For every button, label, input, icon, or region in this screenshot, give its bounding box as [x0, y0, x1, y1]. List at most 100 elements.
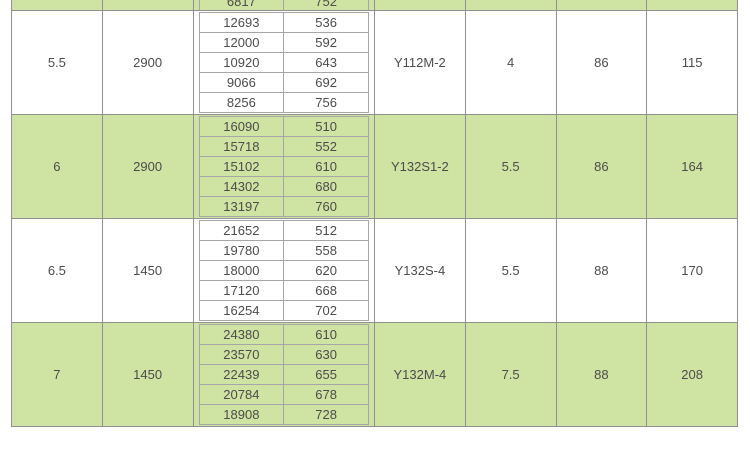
cell-pressure-value: 510: [283, 116, 369, 137]
cell-flow-value: 6817: [198, 0, 285, 10]
cell-motor-model: Y132M-4: [374, 322, 466, 427]
cell-flow-value: 18908: [198, 404, 285, 425]
subtable-row: 10920 643: [198, 52, 369, 73]
cell-pressure-value: 728: [283, 404, 369, 425]
cell-col7: 86: [555, 114, 648, 219]
cell-flow-value: 17120: [198, 280, 285, 301]
subtable-row: 23570 630: [198, 344, 369, 365]
cell-flow-pressure-group: 6817 752: [192, 0, 375, 11]
cell-pressure-value: 630: [283, 344, 369, 365]
cell-power: 4: [464, 10, 557, 115]
cell-pressure-value: 678: [283, 384, 369, 405]
cell-model-no: 6: [11, 114, 103, 219]
subtable-row: 20784 678: [198, 384, 369, 405]
cell-motor-model: Y132S-4: [374, 218, 466, 323]
cell-pressure-value: 643: [283, 52, 369, 73]
cell-power: 5.5: [464, 114, 557, 219]
subtable-row: 15102 610: [198, 156, 369, 177]
cell-pressure-value: 592: [283, 32, 369, 53]
cell-flow-value: 9066: [198, 72, 285, 93]
cell-speed: 2900: [101, 114, 194, 219]
table-row: 6.5 1450 21652 512 19780 558 180: [11, 218, 738, 323]
subtable-row: 8256 756: [198, 92, 369, 113]
cell-weight: 170: [646, 218, 738, 323]
cell-motor-model: [374, 0, 466, 11]
cell-speed: 1450: [101, 322, 194, 427]
cell-flow-pressure-group: 12693 536 12000 592 10920 643 9066: [192, 10, 375, 115]
cell-flow-value: 22439: [198, 364, 285, 385]
flow-pressure-subtable: 16090 510 15718 552 15102 610 14302: [198, 116, 370, 217]
cell-flow-value: 12000: [198, 32, 285, 53]
cell-pressure-value: 756: [283, 92, 369, 113]
flow-pressure-subtable: 21652 512 19780 558 18000 620 17120: [198, 220, 370, 321]
cell-model-no: 5.5: [11, 10, 103, 115]
partial-clip: 6817 752: [194, 0, 374, 10]
cell-model-no: 7: [11, 322, 103, 427]
cell-flow-pressure-group: 24380 610 23570 630 22439 655 20784: [192, 322, 375, 427]
cell-pressure-value: 752: [283, 0, 369, 10]
table-row: 6 2900 16090 510 15718 552 15102: [11, 114, 738, 219]
cell-pressure-value: 668: [283, 280, 369, 301]
cell-flow-value: 8256: [198, 92, 285, 113]
flow-pressure-subtable: 24380 610 23570 630 22439 655 20784: [198, 324, 370, 425]
cell-flow-pressure-group: 16090 510 15718 552 15102 610 14302: [192, 114, 375, 219]
cell-weight: 164: [646, 114, 738, 219]
cell-motor-model: Y112M-2: [374, 10, 466, 115]
cell-pressure-value: 680: [283, 176, 369, 197]
cell-flow-value: 13197: [198, 196, 285, 217]
cell-flow-value: 15718: [198, 136, 285, 157]
flow-pressure-subtable: 12693 536 12000 592 10920 643 9066: [198, 12, 370, 113]
spec-table-wrap: 6817 752 5.5 2900 1: [11, 0, 738, 427]
cell-pressure-value: 610: [283, 324, 369, 345]
cell-pressure-value: 558: [283, 240, 369, 261]
subtable-row: 16090 510: [198, 116, 369, 137]
cell-flow-value: 20784: [198, 384, 285, 405]
cell-flow-value: 23570: [198, 344, 285, 365]
cell-model-no: [11, 0, 103, 11]
cell-power: 7.5: [464, 322, 557, 427]
cell-flow-value: 14302: [198, 176, 285, 197]
subtable-row: 15718 552: [198, 136, 369, 157]
cell-flow-value: 16254: [198, 300, 285, 321]
cell-col7: [555, 0, 648, 11]
cell-pressure-value: 552: [283, 136, 369, 157]
subtable-row: 12693 536: [198, 12, 369, 33]
subtable-row: 13197 760: [198, 196, 369, 217]
cell-flow-pressure-group: 21652 512 19780 558 18000 620 17120: [192, 218, 375, 323]
cell-pressure-value: 610: [283, 156, 369, 177]
cell-weight: 208: [646, 322, 738, 427]
table-row: 7 1450 24380 610 23570 630 22439: [11, 322, 738, 427]
cell-flow-value: 21652: [198, 220, 285, 241]
cell-col7: 88: [555, 322, 648, 427]
cell-model-no: 6.5: [11, 218, 103, 323]
subtable-row: 24380 610: [198, 324, 369, 345]
subtable-row: 6817 752: [198, 0, 369, 10]
cell-pressure-value: 702: [283, 300, 369, 321]
subtable-row: 22439 655: [198, 364, 369, 385]
cell-pressure-value: 760: [283, 196, 369, 217]
flow-pressure-subtable: 6817 752: [198, 0, 370, 10]
cell-power: 5.5: [464, 218, 557, 323]
cell-speed: 2900: [101, 10, 194, 115]
subtable-row: 18908 728: [198, 404, 369, 425]
cell-flow-value: 19780: [198, 240, 285, 261]
table-row: 5.5 2900 12693 536 12000 592 109: [11, 10, 738, 115]
cell-motor-model: Y132S1-2: [374, 114, 466, 219]
cell-flow-value: 24380: [198, 324, 285, 345]
cell-flow-value: 16090: [198, 116, 285, 137]
cell-pressure-value: 620: [283, 260, 369, 281]
subtable-row: 9066 692: [198, 72, 369, 93]
cell-pressure-value: 692: [283, 72, 369, 93]
table-row-partial: 6817 752: [11, 0, 738, 11]
cell-weight: [646, 0, 738, 11]
subtable-row: 14302 680: [198, 176, 369, 197]
subtable-row: 17120 668: [198, 280, 369, 301]
fan-spec-table: 6817 752 5.5 2900 1: [11, 0, 738, 427]
subtable-row: 18000 620: [198, 260, 369, 281]
subtable-row: 19780 558: [198, 240, 369, 261]
cell-pressure-value: 536: [283, 12, 369, 33]
cell-col7: 86: [555, 10, 648, 115]
cell-power: [464, 0, 557, 11]
subtable-row: 21652 512: [198, 220, 369, 241]
